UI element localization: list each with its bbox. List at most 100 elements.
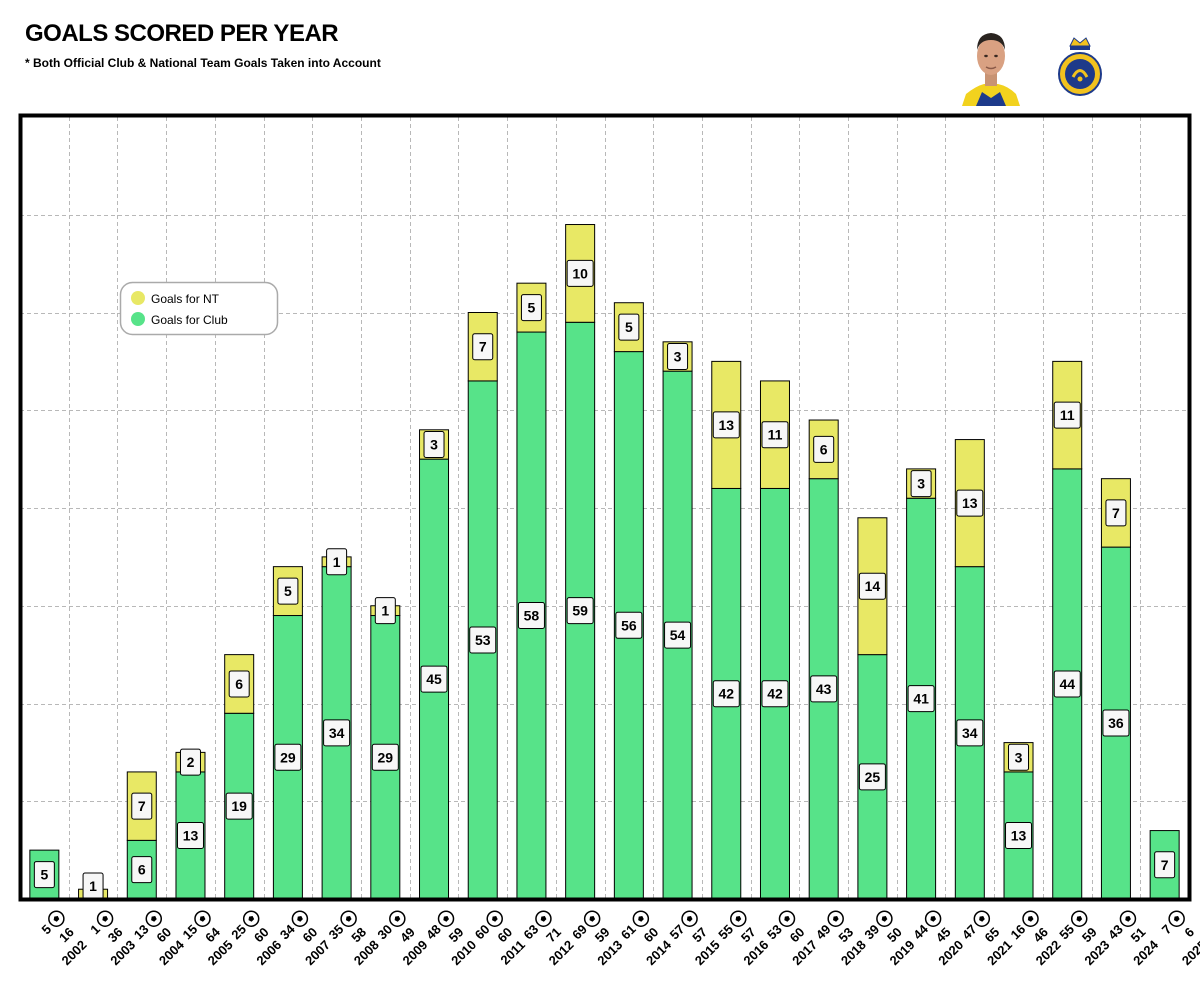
data-label-box <box>761 421 789 449</box>
data-label-box <box>1154 851 1176 879</box>
data-label-text: 6 <box>235 676 243 692</box>
data-label: 13 <box>176 821 204 849</box>
data-label: 54 <box>664 621 692 649</box>
soccer-ball-icon <box>583 910 601 927</box>
data-label-text: 5 <box>528 300 536 316</box>
data-label-text: 2 <box>187 754 195 770</box>
tick-year: 2025 <box>1179 937 1200 968</box>
soccer-ball-icon <box>730 910 747 927</box>
data-label: 41 <box>907 685 935 713</box>
data-label-box <box>618 313 640 341</box>
data-label: 7 <box>1105 499 1127 527</box>
soccer-ball-icon <box>96 910 114 927</box>
data-label: 34 <box>323 719 351 747</box>
soccer-ball-icon <box>876 910 893 927</box>
data-label-text: 42 <box>718 686 734 702</box>
data-label-text: 45 <box>426 671 442 687</box>
soccer-ball-icon <box>437 910 455 927</box>
data-label-box <box>566 259 594 287</box>
data-label: 7 <box>131 792 153 820</box>
data-label: 1 <box>326 548 348 576</box>
data-label-text: 36 <box>1108 715 1124 731</box>
chart-subtitle: * Both Official Club & National Team Goa… <box>25 56 381 70</box>
data-label-box <box>277 577 299 605</box>
data-label: 2 <box>179 748 201 776</box>
soccer-ball-icon <box>973 910 991 927</box>
data-label-text: 10 <box>572 265 588 281</box>
tick-games: 6 <box>1181 924 1197 940</box>
data-label-box <box>179 748 201 776</box>
data-label: 58 <box>517 602 545 630</box>
data-label-box <box>910 470 932 498</box>
data-label-box <box>956 489 984 517</box>
data-label-box <box>566 597 594 625</box>
data-label-text: 41 <box>913 691 929 707</box>
data-label-text: 29 <box>378 749 394 765</box>
data-label-text: 54 <box>670 627 686 643</box>
data-label-box <box>761 680 789 708</box>
data-label-box <box>274 743 302 771</box>
data-label-box <box>1105 499 1127 527</box>
data-label-text: 58 <box>524 608 540 624</box>
data-label: 43 <box>810 675 838 703</box>
data-label: 5 <box>618 313 640 341</box>
soccer-ball-icon <box>1070 910 1088 927</box>
data-label-box <box>323 719 351 747</box>
data-label: 34 <box>956 719 984 747</box>
soccer-ball-icon <box>1119 910 1137 927</box>
data-label-box <box>225 792 253 820</box>
legend: Goals for NT Goals for Club <box>119 281 279 336</box>
data-label: 7 <box>1154 851 1176 879</box>
data-label-text: 6 <box>138 862 146 878</box>
data-label: 3 <box>910 470 932 498</box>
data-label-box <box>907 685 935 713</box>
soccer-ball-icon <box>827 910 844 927</box>
data-label-box <box>667 342 689 370</box>
data-label-text: 19 <box>231 798 247 814</box>
data-label-box <box>420 665 448 693</box>
data-label: 13 <box>1005 821 1033 849</box>
data-label-box <box>1053 401 1081 429</box>
data-label-box <box>228 670 250 698</box>
soccer-ball-icon <box>681 910 698 927</box>
data-label-box <box>520 294 542 322</box>
data-label: 42 <box>761 680 789 708</box>
data-label-text: 13 <box>962 495 978 511</box>
data-label: 53 <box>469 626 497 654</box>
data-label-text: 3 <box>1015 749 1023 765</box>
data-label: 10 <box>566 259 594 287</box>
soccer-ball-icon <box>291 910 309 927</box>
data-label-box <box>423 430 445 458</box>
data-label: 29 <box>371 743 399 771</box>
data-label-text: 3 <box>430 436 438 452</box>
data-label-box <box>712 411 740 439</box>
data-label-text: 14 <box>865 578 881 594</box>
data-label-text: 3 <box>917 476 925 492</box>
data-label: 14 <box>858 572 886 600</box>
chart-title: GOALS SCORED PER YEAR <box>25 20 339 47</box>
data-label: 6 <box>131 856 153 884</box>
data-label: 11 <box>761 421 789 449</box>
data-label-text: 7 <box>1161 857 1169 873</box>
legend-club-label: Goals for Club <box>151 313 228 327</box>
soccer-ball-icon <box>194 910 211 927</box>
legend-nt-label: Goals for NT <box>151 292 220 306</box>
data-label-text: 7 <box>479 339 487 355</box>
data-label-box <box>858 572 886 600</box>
data-label-box <box>131 792 153 820</box>
soccer-ball-icon <box>340 910 357 927</box>
data-labels-layer: 5167132196295341291453537585591056554342… <box>33 259 1176 900</box>
data-label-box <box>813 435 835 463</box>
data-label-box <box>1053 670 1081 698</box>
data-label-text: 7 <box>138 798 146 814</box>
data-label: 3 <box>1008 743 1030 771</box>
